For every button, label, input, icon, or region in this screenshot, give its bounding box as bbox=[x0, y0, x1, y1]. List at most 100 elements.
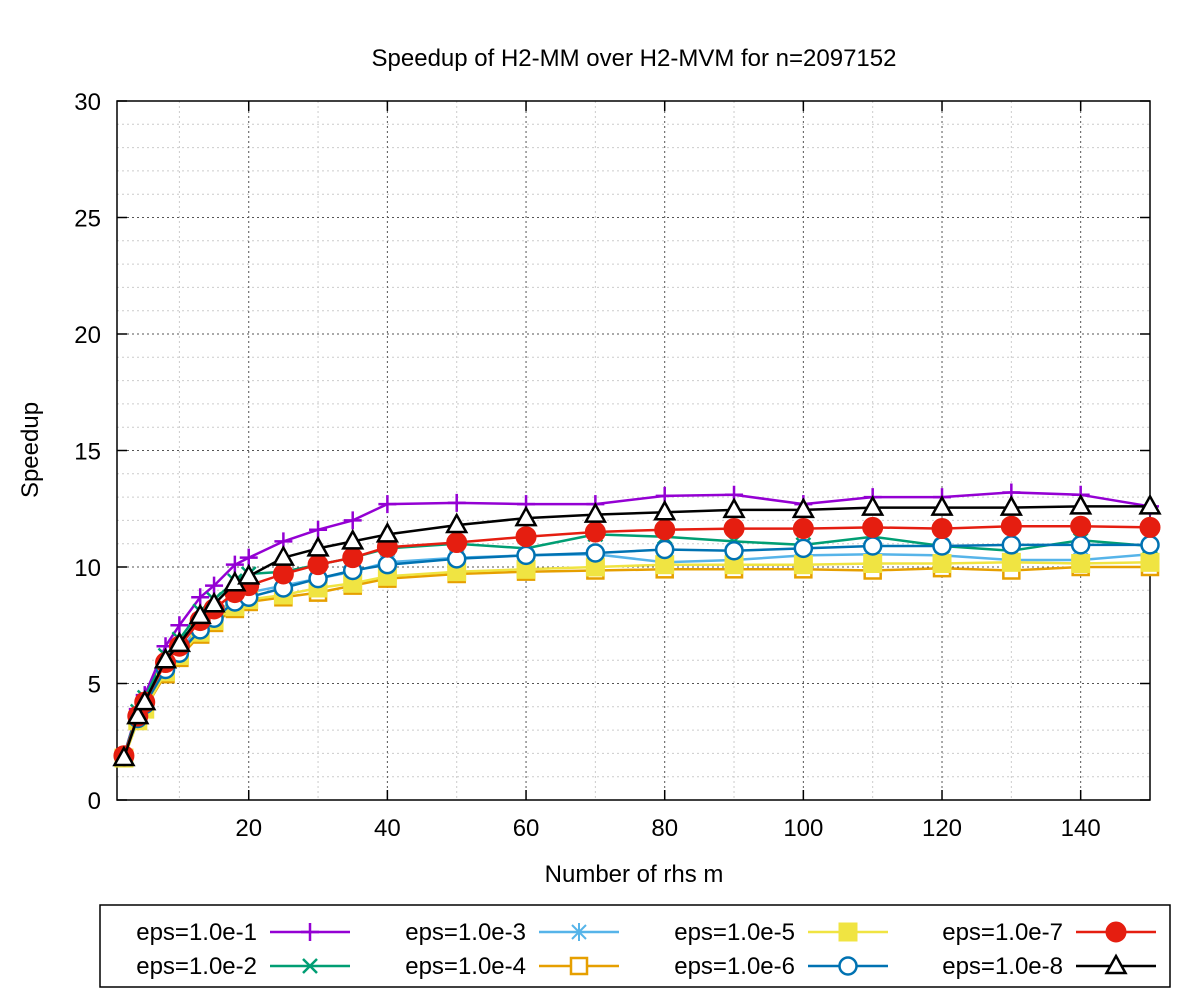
legend-label: eps=1.0e-2 bbox=[136, 953, 257, 980]
legend-marker bbox=[1104, 953, 1128, 975]
data-point bbox=[342, 547, 364, 569]
data-point bbox=[445, 512, 469, 534]
data-point bbox=[307, 554, 329, 576]
data-point bbox=[724, 540, 744, 561]
legend-item: eps=1.0e-7 bbox=[942, 919, 1156, 946]
y-tick-label: 20 bbox=[74, 322, 101, 349]
data-point bbox=[272, 563, 294, 585]
data-point bbox=[653, 499, 677, 521]
data-point bbox=[153, 647, 178, 669]
data-point bbox=[188, 603, 212, 625]
series-eps=1.0e-8 bbox=[112, 493, 1162, 767]
data-point bbox=[446, 532, 468, 554]
data-point bbox=[583, 502, 607, 523]
gridlines bbox=[117, 101, 1151, 800]
y-tick-label: 0 bbox=[88, 788, 101, 815]
legend-label: eps=1.0e-3 bbox=[405, 919, 526, 946]
data-point bbox=[585, 543, 606, 563]
data-point bbox=[1139, 516, 1161, 538]
legend-label: eps=1.0e-7 bbox=[942, 919, 1063, 946]
legend-marker bbox=[1105, 921, 1127, 943]
x-tick-label: 20 bbox=[235, 815, 262, 842]
legend-marker bbox=[302, 958, 318, 974]
chart-title: Speedup of H2-MM over H2-MVM for n=20971… bbox=[372, 45, 897, 72]
data-point bbox=[237, 563, 261, 585]
legend-label: eps=1.0e-8 bbox=[942, 953, 1063, 980]
data-point bbox=[515, 526, 537, 548]
x-tick-label: 80 bbox=[651, 815, 678, 842]
legend-label: eps=1.0e-1 bbox=[136, 919, 257, 946]
legend-label: eps=1.0e-5 bbox=[674, 919, 795, 946]
x-tick-label: 60 bbox=[513, 815, 540, 842]
legend-item: eps=1.0e-5 bbox=[674, 919, 888, 946]
data-point bbox=[341, 528, 365, 550]
legend-box bbox=[99, 904, 1171, 988]
data-point bbox=[514, 505, 538, 527]
data-point bbox=[1140, 535, 1160, 555]
x-tick-label: 120 bbox=[922, 815, 962, 842]
data-point bbox=[793, 555, 813, 575]
x-tick-label: 100 bbox=[783, 815, 823, 842]
data-point bbox=[930, 495, 954, 516]
data-point bbox=[1070, 515, 1092, 537]
data-point bbox=[378, 495, 397, 514]
legend-item: eps=1.0e-6 bbox=[674, 953, 888, 980]
data-point bbox=[1140, 552, 1160, 572]
y-tick-label: 30 bbox=[74, 89, 101, 116]
legend-item: eps=1.0e-4 bbox=[405, 953, 619, 980]
data-point bbox=[375, 521, 400, 543]
data-point bbox=[133, 689, 157, 711]
data-point bbox=[1138, 493, 1162, 515]
data-point bbox=[516, 545, 536, 566]
data-point bbox=[202, 591, 226, 613]
data-point bbox=[1069, 493, 1093, 515]
data-point bbox=[723, 518, 745, 540]
x-axis-label: Number of rhs m bbox=[545, 861, 724, 888]
x-tick-label: 40 bbox=[374, 815, 401, 842]
data-point bbox=[932, 554, 952, 574]
data-point bbox=[205, 576, 224, 595]
data-point bbox=[170, 616, 189, 635]
y-tick-label: 15 bbox=[74, 439, 101, 466]
data-point bbox=[861, 495, 885, 516]
data-point bbox=[793, 538, 814, 559]
data-point bbox=[112, 745, 136, 767]
y-tick-label: 5 bbox=[88, 672, 101, 699]
series-line bbox=[122, 491, 1151, 757]
data-point bbox=[862, 536, 883, 556]
y-axis-label: Speedup bbox=[17, 402, 44, 498]
data-point bbox=[791, 497, 815, 519]
data-point bbox=[271, 545, 296, 566]
y-tick-label: 25 bbox=[74, 206, 101, 233]
data-point bbox=[126, 703, 150, 725]
data-point bbox=[863, 554, 883, 574]
data-point bbox=[1000, 515, 1022, 537]
axis-ticks: 20 40 60 80 100 120 140 0 5 10 15 20 25 30 bbox=[74, 89, 1150, 842]
legend-item: eps=1.0e-1 bbox=[136, 919, 350, 946]
data-point bbox=[167, 631, 192, 653]
data-point bbox=[1071, 554, 1091, 574]
legend-marker bbox=[570, 923, 588, 941]
data-point bbox=[584, 521, 606, 543]
data-point bbox=[932, 536, 952, 556]
data-point bbox=[654, 539, 675, 560]
data-point bbox=[654, 519, 676, 541]
data-point bbox=[1001, 535, 1022, 555]
legend-marker bbox=[838, 956, 858, 976]
data-point bbox=[792, 518, 814, 540]
data-point bbox=[239, 548, 258, 567]
legend-label: eps=1.0e-4 bbox=[405, 953, 526, 980]
legend-item: eps=1.0e-2 bbox=[136, 953, 350, 980]
data-point bbox=[931, 518, 953, 540]
series-group bbox=[112, 483, 1162, 768]
data-point bbox=[999, 495, 1023, 516]
x-tick-label: 140 bbox=[1061, 815, 1101, 842]
data-point bbox=[862, 516, 884, 538]
data-point bbox=[191, 588, 210, 607]
data-point bbox=[306, 535, 330, 557]
legend-item: eps=1.0e-8 bbox=[942, 953, 1156, 980]
legend-marker bbox=[569, 956, 589, 976]
y-tick-label: 10 bbox=[74, 555, 101, 582]
